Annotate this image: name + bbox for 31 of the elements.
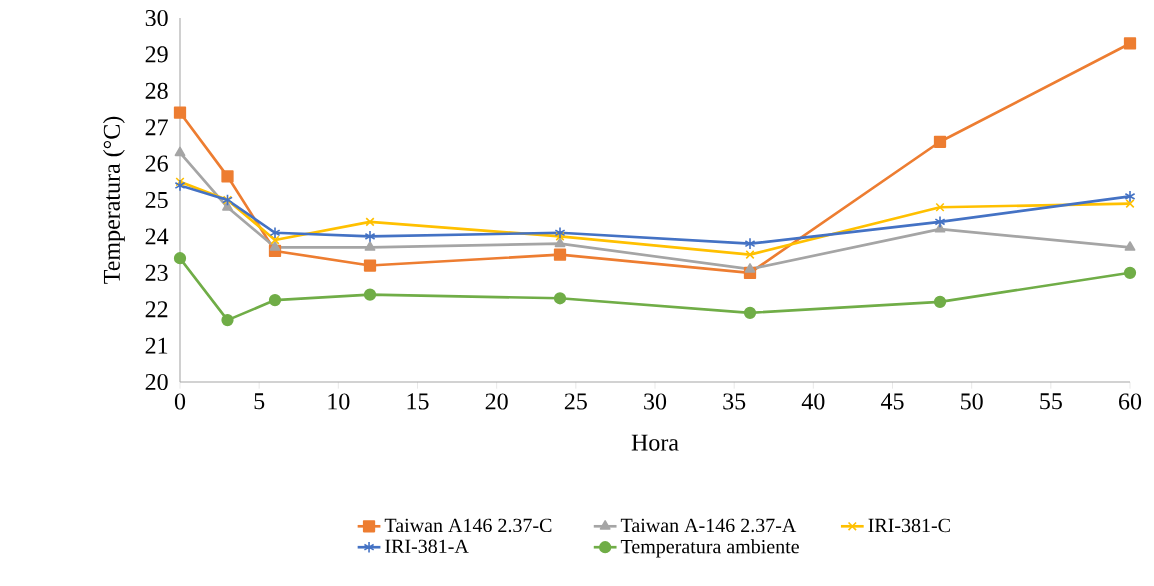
y-tick-label: 28 [145,82,168,99]
legend-label: IRI-381-C [868,518,950,533]
x-tick-label: 30 [644,393,667,410]
legend-label: IRI-381-A [385,539,469,554]
y-tick-label: 30 [145,9,168,27]
x-tick-label: 20 [485,393,508,410]
legend-label: Taiwan A146 2.37-C [384,518,552,533]
x-tick-label: 45 [880,393,904,410]
y-axis-title: Temperatura (°C) [103,116,125,284]
x-tick-label: 50 [961,393,983,410]
x-tick-label: 0 [174,393,186,410]
x-axis-title: Hora [631,434,679,451]
y-tick-label: 27 [145,119,168,136]
y-tick-label: 21 [145,337,168,354]
x-tick-label: 60 [1119,393,1142,410]
x-tick-label: 10 [328,393,350,410]
x-tick-label: 55 [1040,393,1062,410]
x-tick-label: 25 [564,393,587,410]
y-tick-label: 29 [145,46,168,63]
y-tick-label: 25 [145,191,168,209]
y-tick-label: 22 [145,301,168,318]
y-tick-label: 26 [145,155,168,172]
y-tick-label: 23 [145,264,168,281]
x-tick-label: 15 [407,393,429,410]
legend-label: Temperatura ambiente [620,539,799,558]
legend-label: Taiwan A-146 2.37-A [620,518,797,533]
x-tick-label: 40 [801,393,825,410]
x-tick-label: 35 [723,393,746,410]
x-tick-label: 5 [254,393,265,410]
y-tick-label: 20 [145,373,168,391]
y-tick-label: 24 [145,228,169,245]
